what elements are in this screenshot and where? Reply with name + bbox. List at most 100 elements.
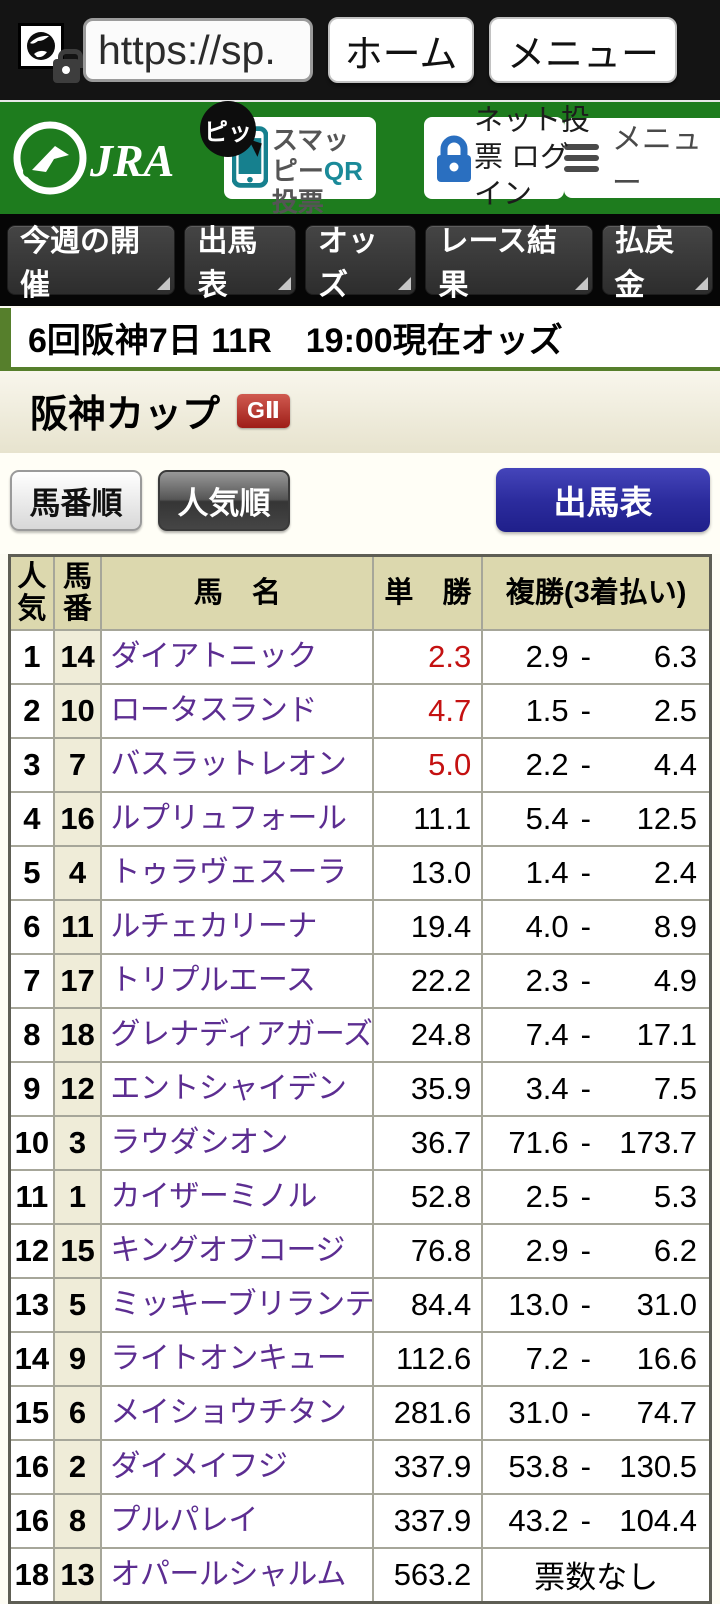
- nav-payouts-button[interactable]: 払戻金: [601, 225, 713, 302]
- table-row: 16 2 ダイメイフジ 337.9 53.8 - 130.5: [8, 1438, 712, 1495]
- popularity-rank: 12: [8, 1222, 55, 1279]
- popularity-rank: 16: [8, 1438, 55, 1495]
- horse-name-link[interactable]: ルプリュフォール: [110, 801, 347, 835]
- horse-name-cell: ミッキーブリランテ: [100, 1276, 375, 1333]
- table-row: 18 13 オパールシャルム 563.2 票数なし: [8, 1546, 712, 1603]
- popularity-rank: 7: [8, 952, 55, 1009]
- nav-odds-button[interactable]: オッズ: [304, 225, 417, 302]
- table-row: 14 9 ライトオンキュー 112.6 7.2 - 16.6: [8, 1330, 712, 1387]
- table-row: 10 3 ラウダシオン 36.7 71.6 - 173.7: [8, 1114, 712, 1171]
- place-odds-dash: -: [580, 1502, 591, 1538]
- place-odds: 2.9 - 6.2: [481, 1222, 712, 1279]
- place-odds-dash: -: [580, 1286, 591, 1322]
- table-row: 16 8 プルパレイ 337.9 43.2 - 104.4: [8, 1492, 712, 1549]
- horse-name-link[interactable]: エントシャイデン: [110, 1071, 347, 1105]
- horse-name-cell: グレナディアガーズ: [100, 1006, 375, 1063]
- win-odds: 36.7: [372, 1114, 484, 1171]
- browser-menu-button[interactable]: メニュー: [489, 17, 677, 83]
- table-row: 3 7 バスラットレオン 5.0 2.2 - 4.4: [8, 736, 712, 793]
- horse-name-link[interactable]: ミッキーブリランテ: [110, 1287, 373, 1321]
- horse-number: 10: [52, 682, 103, 739]
- horse-name-link[interactable]: カイザーミノル: [110, 1179, 317, 1213]
- popularity-rank: 5: [8, 844, 55, 901]
- place-odds: 43.2 - 104.4: [481, 1492, 712, 1549]
- place-odds-dash: -: [580, 746, 591, 782]
- place-odds-low: 1.4: [525, 854, 569, 890]
- header-horse-number: 馬番: [52, 554, 103, 631]
- place-odds-dash: -: [580, 1016, 591, 1052]
- horse-name-cell: エントシャイデン: [100, 1060, 375, 1117]
- place-odds: 7.4 - 17.1: [481, 1006, 712, 1063]
- table-row: 11 1 カイザーミノル 52.8 2.5 - 5.3: [8, 1168, 712, 1225]
- place-odds-dash: -: [580, 908, 591, 944]
- horse-name-link[interactable]: メイショウチタン: [110, 1395, 347, 1429]
- nav-results-button[interactable]: レース結果: [425, 225, 593, 302]
- header-horse-name: 馬 名: [100, 554, 375, 631]
- browser-home-button[interactable]: ホーム: [328, 17, 474, 83]
- horse-name-link[interactable]: ラウダシオン: [110, 1125, 289, 1159]
- horse-name-link[interactable]: ダイメイフジ: [110, 1449, 288, 1483]
- place-odds-low: 13.0: [508, 1286, 569, 1322]
- place-odds-low: 43.2: [508, 1502, 569, 1538]
- smappy-qr-vote-button[interactable]: ピッ スマッピーQR投票: [200, 101, 376, 217]
- place-odds-dash: -: [580, 1070, 591, 1106]
- horse-name-link[interactable]: トリプルエース: [110, 963, 316, 997]
- popularity-rank: 14: [8, 1330, 55, 1387]
- sort-by-number-button[interactable]: 馬番順: [10, 469, 142, 531]
- horse-name-link[interactable]: トゥラヴェスーラ: [110, 855, 347, 889]
- jra-logo[interactable]: JRA: [8, 114, 198, 202]
- horse-name-cell: ルプリュフォール: [100, 790, 375, 847]
- place-odds-low: 2.9: [525, 1232, 569, 1268]
- url-input[interactable]: https://sp.: [83, 18, 313, 82]
- table-row: 4 16 ルプリュフォール 11.1 5.4 - 12.5: [8, 790, 712, 847]
- place-odds: 53.8 - 130.5: [481, 1438, 712, 1495]
- table-row: 8 18 グレナディアガーズ 24.8 7.4 - 17.1: [8, 1006, 712, 1063]
- horse-number: 13: [52, 1546, 103, 1603]
- place-odds: 2.3 - 4.9: [481, 952, 712, 1009]
- popularity-rank: 13: [8, 1276, 55, 1333]
- horse-name-link[interactable]: プルパレイ: [110, 1503, 258, 1537]
- entries-table-button[interactable]: 出馬表: [496, 468, 710, 532]
- horse-number: 3: [52, 1114, 103, 1171]
- place-odds-high: 12.5: [636, 800, 697, 836]
- place-odds-dash: -: [580, 1178, 591, 1214]
- horse-number: 4: [52, 844, 103, 901]
- nav-entries-button[interactable]: 出馬表: [184, 225, 296, 302]
- horse-number: 2: [52, 1438, 103, 1495]
- place-odds-low: 31.0: [508, 1394, 569, 1430]
- place-odds: 2.2 - 4.4: [481, 736, 712, 793]
- place-odds-high: 74.7: [636, 1394, 697, 1430]
- horse-name-link[interactable]: ライトオンキュー: [110, 1341, 347, 1375]
- place-odds: 31.0 - 74.7: [481, 1384, 712, 1441]
- place-odds-low: 5.4: [525, 800, 569, 836]
- horse-name-link[interactable]: グレナディアガーズ: [110, 1017, 373, 1051]
- popularity-rank: 16: [8, 1492, 55, 1549]
- horse-name-link[interactable]: ダイアトニック: [110, 639, 317, 673]
- horse-name-link[interactable]: キングオブコージ: [110, 1233, 345, 1267]
- net-vote-login-button[interactable]: ネット投票 ログイン: [424, 105, 590, 211]
- place-odds-high: 4.9: [653, 962, 697, 998]
- nav-this-week-button[interactable]: 今週の開催: [7, 225, 176, 302]
- login-button-label: ネット投票 ログイン: [474, 104, 591, 211]
- horse-name-link[interactable]: ロータスランド: [110, 693, 317, 727]
- login-lock-icon: [437, 135, 471, 182]
- horse-name-link[interactable]: ルチェカリーナ: [110, 909, 317, 943]
- pip-badge: ピッ: [200, 101, 256, 157]
- win-odds: 22.2: [372, 952, 484, 1009]
- jra-menu-button[interactable]: メニュー: [564, 118, 720, 200]
- horse-name-cell: オパールシャルム: [100, 1546, 375, 1603]
- horse-name-cell: メイショウチタン: [100, 1384, 375, 1441]
- odds-table-header-row: 人気 馬番 馬 名 単 勝 複勝(3着払い): [8, 554, 712, 631]
- place-odds-low: 2.2: [525, 746, 569, 782]
- svg-text:JRA: JRA: [89, 135, 174, 186]
- place-odds-low: 2.9: [525, 638, 569, 674]
- place-odds-dash: -: [580, 800, 591, 836]
- sort-by-popularity-button[interactable]: 人気順: [158, 469, 290, 531]
- win-odds: 563.2: [372, 1546, 484, 1603]
- horse-name-link[interactable]: オパールシャルム: [110, 1557, 346, 1591]
- place-odds: 1.5 - 2.5: [481, 682, 712, 739]
- popularity-rank: 11: [8, 1168, 55, 1225]
- table-row: 2 10 ロータスランド 4.7 1.5 - 2.5: [8, 682, 712, 739]
- browser-toolbar: https://sp. ホーム メニュー: [0, 0, 720, 100]
- horse-name-link[interactable]: バスラットレオン: [110, 747, 347, 781]
